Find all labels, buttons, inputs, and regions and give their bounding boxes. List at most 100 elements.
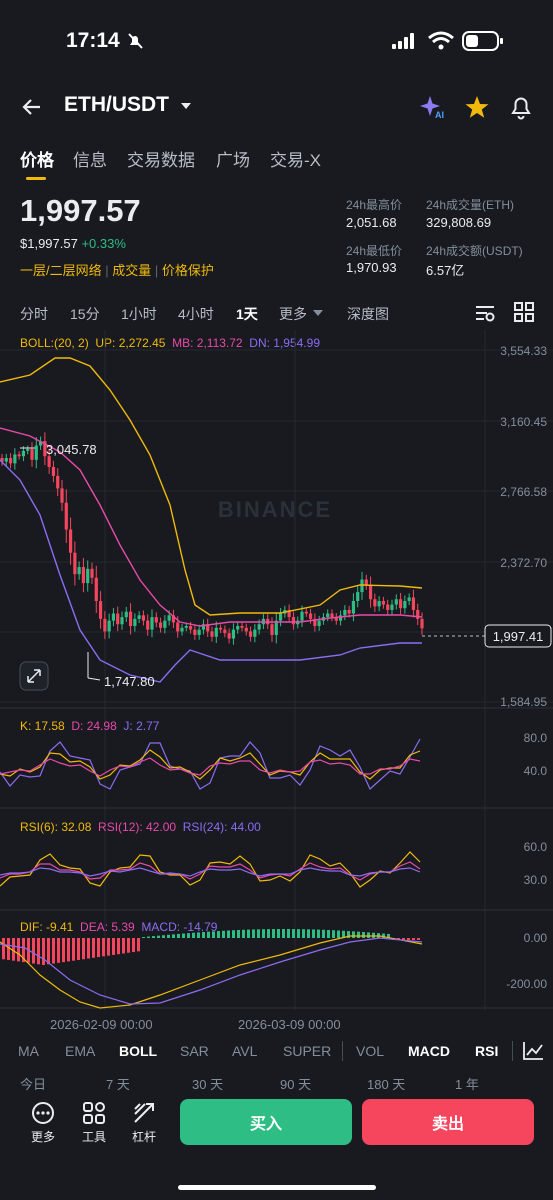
macd-bar-81 — [407, 938, 410, 940]
vol-usdt-value: 6.57亿 — [426, 263, 465, 278]
kdj-lines — [0, 738, 421, 790]
current-price-tag-box — [484, 624, 552, 648]
candle-body-76 — [326, 613, 330, 618]
ind-vol[interactable]: VOL — [356, 1043, 385, 1059]
range-1y[interactable]: 1 年 — [455, 1077, 479, 1092]
candle-body-94 — [403, 601, 407, 609]
kdj-j-line — [0, 738, 421, 790]
ind-rsi[interactable]: RSI — [475, 1043, 499, 1059]
range-today[interactable]: 今日 — [20, 1077, 47, 1092]
interval-1h[interactable]: 1小时 — [121, 306, 157, 322]
tab-trading-data[interactable]: 交易数据 — [127, 151, 195, 170]
ind-avl[interactable]: AVL — [232, 1043, 258, 1059]
kdj-k-line — [0, 749, 421, 780]
macd-bar-3 — [17, 938, 20, 962]
range-7d[interactable]: 7 天 — [106, 1077, 130, 1092]
range-30d[interactable]: 30 天 — [192, 1077, 224, 1092]
ai-sparkle-icon[interactable]: AI — [420, 94, 446, 120]
macd-bar-69 — [347, 931, 350, 938]
boll-mb: MB: 2,113.72 — [172, 336, 243, 350]
buy-button[interactable]: 买入 — [180, 1099, 352, 1145]
candle-body-51 — [218, 627, 223, 630]
kdj-d-line — [0, 757, 421, 777]
macd-bar-28 — [142, 937, 145, 938]
ind-divider — [342, 1041, 343, 1061]
candle-body-90 — [386, 604, 390, 610]
tab-trade-x[interactable]: 交易-X — [270, 151, 321, 170]
interval-1d[interactable]: 1天 — [236, 306, 258, 322]
pair-title[interactable]: ETH/USDT — [64, 93, 169, 116]
layout-grid-icon[interactable] — [514, 302, 534, 322]
macd-value: MACD: -14.79 — [141, 920, 218, 934]
range-180d[interactable]: 180 天 — [367, 1077, 406, 1092]
interval-15m[interactable]: 15分 — [70, 306, 100, 322]
kline-chart[interactable]: BINANCE 3,045.78 1,747.80 1,997.41 — [0, 330, 553, 1020]
macd-bar-74 — [372, 932, 375, 938]
more-dots-icon[interactable] — [31, 1101, 55, 1125]
candle-body-52 — [223, 629, 227, 634]
macd-bar-54 — [272, 929, 275, 938]
range-90d[interactable]: 90 天 — [280, 1077, 312, 1092]
tool-leverage-label[interactable]: 杠杆 — [131, 1130, 156, 1144]
tag-l1l2[interactable]: 一层/二层网络 — [20, 263, 102, 278]
tab-price[interactable]: 价格 — [20, 151, 54, 170]
home-indicator — [178, 1185, 376, 1190]
candle-body-10 — [43, 441, 47, 457]
macd-chart — [0, 929, 423, 1009]
macd-bar-40 — [202, 932, 205, 938]
candle-body-8 — [34, 445, 38, 460]
sell-button[interactable]: 卖出 — [362, 1099, 534, 1145]
rsi-12: RSI(12): 42.00 — [98, 820, 177, 834]
candle-body-14 — [60, 488, 64, 503]
interval-4h[interactable]: 4小时 — [178, 306, 214, 322]
kdj-k: K: 17.58 — [20, 719, 65, 733]
tool-tools-label[interactable]: 工具 — [81, 1130, 106, 1144]
ind-super[interactable]: SUPER — [283, 1043, 332, 1059]
leverage-icon[interactable] — [132, 1101, 156, 1125]
candle-body-22 — [94, 577, 98, 602]
tools-icon[interactable] — [82, 1101, 106, 1125]
candle-body-96 — [411, 597, 416, 610]
candle-body-28 — [120, 617, 124, 625]
candle-body-45 — [193, 629, 197, 635]
tab-square[interactable]: 广场 — [216, 151, 250, 170]
candle-body-63 — [270, 624, 274, 635]
ind-sar[interactable]: SAR — [180, 1043, 209, 1059]
chart-settings-icon[interactable] — [474, 302, 496, 324]
ind-macd[interactable]: MACD — [408, 1043, 450, 1059]
axis-main-1: 3,160.45 — [500, 415, 547, 429]
candle-body-5 — [21, 450, 26, 457]
indicator-chart-icon[interactable] — [522, 1041, 544, 1061]
tab-info[interactable]: 信息 — [73, 151, 107, 170]
ind-ma[interactable]: MA — [18, 1043, 39, 1059]
candle-body-38 — [163, 620, 167, 628]
kdj-legend: K: 17.58 D: 24.98 J: 2.77 — [20, 719, 159, 733]
macd-bar-7 — [37, 938, 40, 965]
tag-price-protect[interactable]: 价格保护 — [161, 263, 214, 278]
bell-icon[interactable] — [508, 94, 534, 120]
depth-chart-tab[interactable]: 深度图 — [347, 306, 389, 322]
chevron-down-icon[interactable] — [180, 101, 192, 111]
expand-icon — [27, 669, 41, 683]
candle-body-59 — [253, 629, 257, 637]
macd-dif-line — [0, 935, 423, 1009]
ind-boll[interactable]: BOLL — [119, 1043, 158, 1059]
tool-more-label[interactable]: 更多 — [30, 1130, 55, 1144]
macd-bar-23 — [117, 938, 120, 955]
header: ETH/USDT AI — [0, 80, 553, 136]
candle-body-81 — [347, 609, 351, 614]
status-time: 17:14 — [66, 29, 120, 52]
interval-line[interactable]: 分时 — [20, 306, 48, 322]
axis-kdj-1: 40.0 — [523, 764, 547, 778]
ind-ema[interactable]: EMA — [65, 1043, 96, 1059]
macd-legend: DIF: -9.41 DEA: 5.39 MACD: -14.79 — [20, 920, 217, 934]
back-arrow-icon[interactable] — [20, 95, 44, 119]
interval-more[interactable]: 更多 — [279, 306, 307, 322]
candle-body-56 — [240, 626, 244, 628]
star-icon[interactable] — [464, 94, 490, 120]
tag-volume[interactable]: 成交量 — [112, 263, 152, 278]
candle-body-32 — [137, 615, 141, 619]
battery-icon — [462, 31, 503, 51]
more-chevron-icon[interactable] — [312, 308, 324, 318]
macd-bar-41 — [207, 931, 210, 938]
